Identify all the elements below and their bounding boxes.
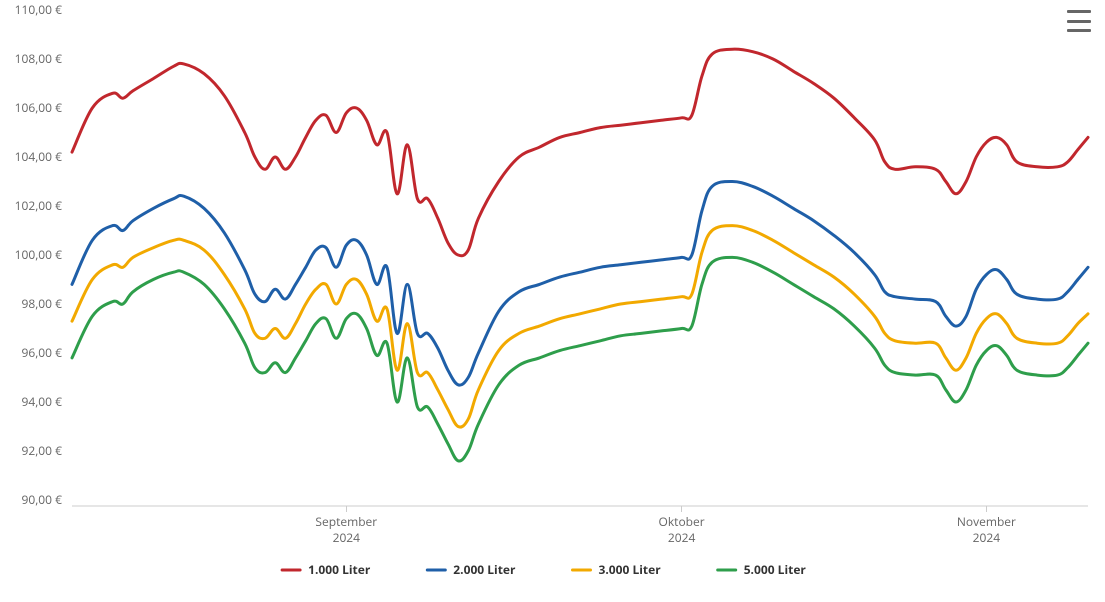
series-line-4 [72,257,1088,461]
y-axis-tick-label: 102,00 € [15,197,63,214]
y-axis-tick-label: 100,00 € [15,246,63,263]
x-axis-tick-sublabel: 2024 [973,529,1001,546]
series-line-2 [72,181,1088,385]
y-axis-tick-label: 110,00 € [15,1,63,18]
y-axis-tick-label: 108,00 € [15,50,63,67]
price-chart: 90,00 € 92,00 € 94,00 € 96,00 € 98,00 € 100,0… [0,0,1105,602]
x-axis-tick-sublabel: 2024 [668,529,696,546]
y-axis-tick-label: 98,00 € [21,295,62,312]
legend-label[interactable]: 1.000 Liter [308,561,371,578]
x-axis-tick-label: Oktober [659,513,705,530]
y-axis-tick-label: 90,00 € [21,491,62,508]
legend-label[interactable]: 5.000 Liter [744,561,807,578]
y-axis-tick-label: 92,00 € [21,442,62,459]
series-line-3 [72,226,1088,427]
y-axis-tick-label: 104,00 € [15,148,63,165]
y-axis-tick-label: 94,00 € [21,393,62,410]
y-axis-tick-label: 106,00 € [15,99,63,116]
legend-label[interactable]: 3.000 Liter [599,561,662,578]
series-line-1 [72,49,1088,256]
y-axis-tick-label: 96,00 € [21,344,62,361]
x-axis-tick-sublabel: 2024 [333,529,361,546]
legend-label[interactable]: 2.000 Liter [453,561,516,578]
chart-menu-icon[interactable] [1067,10,1091,32]
x-axis-tick-label: September [315,513,377,530]
chart-svg: 90,00 € 92,00 € 94,00 € 96,00 € 98,00 € 100,0… [0,0,1105,602]
x-axis-tick-label: November [957,513,1016,530]
